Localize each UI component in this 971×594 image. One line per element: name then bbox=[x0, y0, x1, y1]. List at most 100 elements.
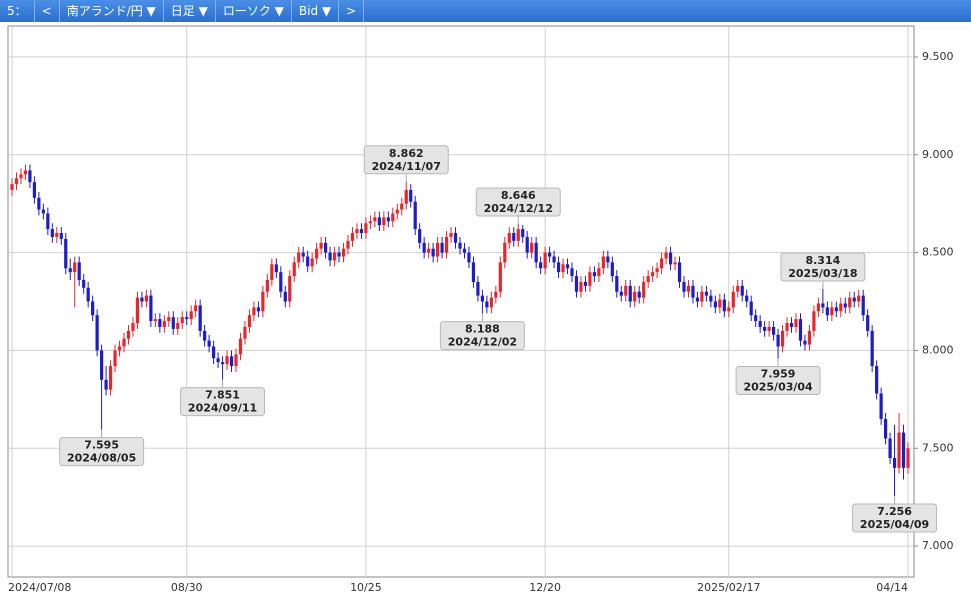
candle-body bbox=[364, 223, 368, 234]
candle-body bbox=[642, 281, 646, 298]
candle-body bbox=[615, 276, 619, 292]
candle-body bbox=[23, 170, 28, 175]
candle-body bbox=[884, 418, 888, 439]
candle-body bbox=[651, 272, 655, 277]
prev-button[interactable]: < bbox=[35, 0, 60, 22]
side-select[interactable]: Bid ▼ bbox=[292, 0, 340, 22]
candle-body bbox=[633, 291, 637, 302]
annotation-box bbox=[180, 387, 266, 417]
candle-body bbox=[758, 321, 762, 327]
candle-body bbox=[892, 458, 897, 468]
candle-body bbox=[418, 229, 422, 243]
period[interactable]: 5： bbox=[0, 0, 35, 22]
candle-body bbox=[279, 272, 283, 292]
next-button[interactable]: > bbox=[339, 0, 365, 22]
candle-body bbox=[449, 233, 453, 237]
candle-body bbox=[55, 233, 59, 237]
candle-body bbox=[709, 295, 713, 302]
annotation-value: 7.851 bbox=[205, 389, 240, 402]
interval-select[interactable]: 日足 ▼ bbox=[164, 0, 216, 22]
annotation-date: 2025/03/04 bbox=[743, 380, 813, 393]
annotation-box bbox=[852, 503, 938, 533]
candle-body bbox=[610, 262, 614, 277]
candle-body bbox=[695, 297, 700, 302]
style-select[interactable]: ローソク ▼ bbox=[216, 0, 292, 22]
candle-body bbox=[745, 295, 749, 302]
candle-body bbox=[32, 182, 36, 198]
candle-body bbox=[798, 319, 803, 341]
candle-body bbox=[324, 242, 328, 253]
candle-body bbox=[606, 256, 610, 263]
candle-body bbox=[875, 366, 879, 394]
candle-body bbox=[512, 233, 516, 241]
toolbar: 5： < 南アランド/円 ▼ 日足 ▼ ローソク ▼ Bid ▼ > bbox=[0, 0, 971, 22]
candle-body bbox=[382, 217, 386, 226]
candle-body bbox=[861, 295, 865, 316]
candle-body bbox=[462, 248, 467, 253]
candle-body bbox=[243, 326, 247, 339]
candle-body bbox=[668, 252, 673, 265]
candle-body bbox=[825, 307, 829, 316]
candle-body bbox=[234, 354, 238, 367]
candle-body bbox=[337, 252, 341, 257]
candle-body bbox=[646, 276, 650, 282]
candle-body bbox=[471, 262, 476, 282]
annotation-date: 2024/11/07 bbox=[372, 160, 441, 173]
candle-body bbox=[579, 281, 583, 292]
candle-body bbox=[870, 330, 874, 367]
grid bbox=[8, 27, 914, 577]
candle-body bbox=[574, 276, 579, 292]
candle-body bbox=[41, 209, 45, 214]
candle-body bbox=[489, 297, 493, 308]
candle-body bbox=[467, 252, 471, 263]
candle-body bbox=[274, 264, 278, 273]
x-tick-label: 04/14 bbox=[876, 581, 908, 594]
annotation-value: 8.646 bbox=[501, 189, 536, 202]
x-tick-label: 2025/02/17 bbox=[697, 581, 760, 594]
candle-body bbox=[897, 432, 901, 468]
candle-body bbox=[628, 285, 632, 302]
candle-body bbox=[368, 221, 372, 224]
candle-body bbox=[754, 315, 758, 322]
candle-body bbox=[812, 311, 816, 331]
candle-body bbox=[704, 291, 708, 296]
candle-body bbox=[373, 217, 377, 222]
candle-body bbox=[453, 233, 458, 243]
annotation-date: 2024/09/11 bbox=[188, 402, 257, 415]
candle-body bbox=[180, 317, 184, 324]
annotation-value: 7.256 bbox=[877, 505, 912, 518]
candle-body bbox=[203, 330, 207, 341]
candle-body bbox=[749, 301, 753, 316]
candle-body bbox=[731, 291, 735, 308]
candle-body bbox=[37, 197, 41, 210]
candle-body bbox=[328, 252, 332, 261]
candle-body bbox=[539, 262, 543, 269]
chart: 7.000 7.500 8.000 8.500 9.000 9.500 2024/07/08… bbox=[7, 25, 954, 594]
y-tick-label: 7.500 bbox=[922, 441, 954, 454]
candle-body bbox=[306, 256, 310, 267]
candle-body bbox=[552, 256, 556, 263]
candle-body bbox=[794, 319, 798, 327]
annotation-value: 7.959 bbox=[761, 367, 796, 380]
candle-body bbox=[158, 319, 162, 327]
candle-body bbox=[95, 315, 99, 351]
candle-body bbox=[395, 209, 399, 214]
candle-body bbox=[391, 213, 395, 222]
candle-body bbox=[767, 326, 771, 331]
candle-body bbox=[301, 252, 305, 257]
candle-body bbox=[440, 242, 444, 253]
candle-body bbox=[485, 301, 489, 308]
candle-body bbox=[19, 174, 23, 179]
candle-body bbox=[283, 291, 287, 302]
candle-body bbox=[198, 305, 202, 331]
candle-body bbox=[377, 217, 381, 226]
candle-body bbox=[780, 330, 785, 347]
candle-body bbox=[64, 238, 68, 269]
pair-select[interactable]: 南アランド/円 ▼ bbox=[60, 0, 164, 22]
candle-body bbox=[413, 201, 417, 230]
plot-frame bbox=[7, 25, 915, 578]
annotation-box bbox=[475, 187, 561, 217]
